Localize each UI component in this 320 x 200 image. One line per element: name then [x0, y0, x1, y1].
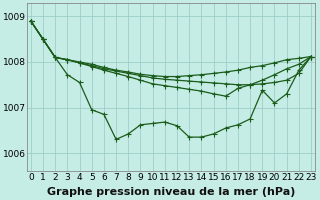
X-axis label: Graphe pression niveau de la mer (hPa): Graphe pression niveau de la mer (hPa) — [47, 187, 295, 197]
